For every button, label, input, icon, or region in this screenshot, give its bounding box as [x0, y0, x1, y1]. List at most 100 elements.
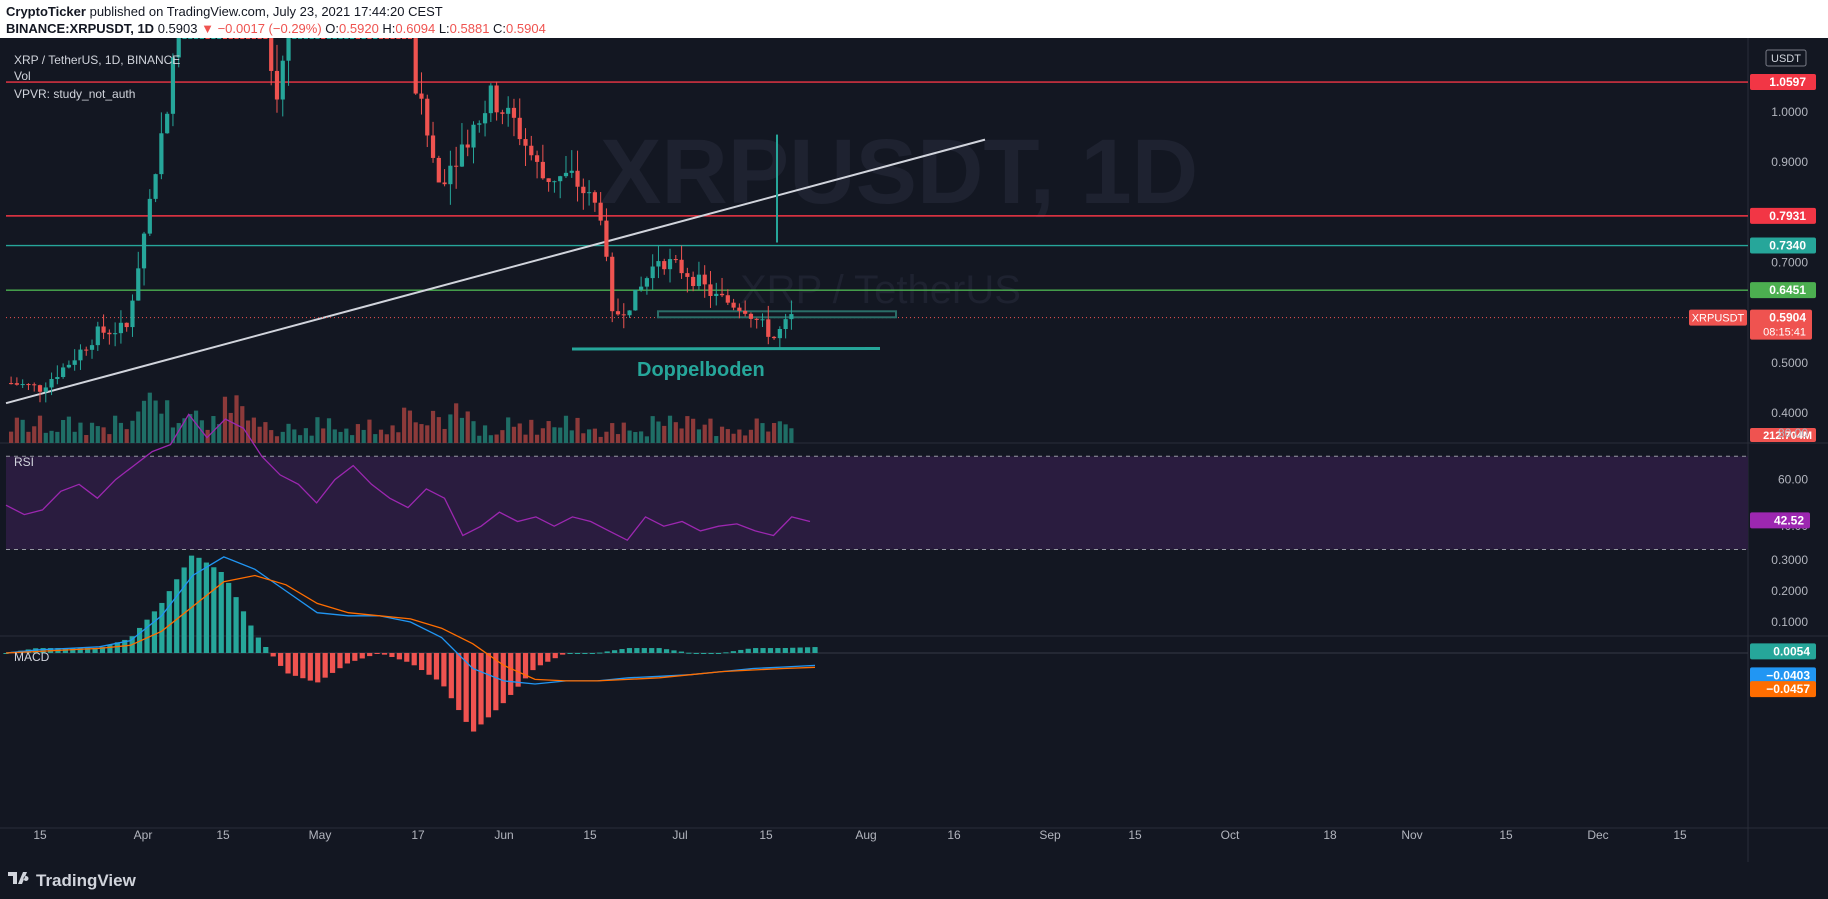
macd-value-tag: −0.0457 — [1750, 681, 1816, 698]
candle — [95, 321, 100, 352]
volume-bar — [488, 435, 493, 443]
publisher-name[interactable]: CryptoTicker — [6, 4, 86, 19]
level-tag-label: 0.7340 — [1769, 239, 1806, 253]
volume-bar — [719, 426, 725, 443]
volume-bar — [633, 432, 638, 443]
candle — [748, 312, 754, 328]
volume-bar — [26, 431, 31, 443]
rsi-value-label: 42.52 — [1774, 513, 1804, 527]
candle — [552, 180, 557, 193]
x-tick-label: Jun — [494, 828, 513, 842]
candle — [662, 258, 667, 275]
volume-bar — [436, 417, 441, 443]
tradingview-logo[interactable]: TradingView — [8, 870, 136, 891]
candle — [113, 322, 118, 347]
vol-legend[interactable]: Vol — [14, 69, 31, 83]
candle — [714, 282, 719, 306]
x-tick-label: 15 — [1499, 828, 1513, 842]
price-tag-countdown: 08:15:41 — [1763, 327, 1806, 339]
candle — [708, 271, 713, 308]
macd-legend[interactable]: MACD — [14, 650, 50, 664]
candle — [523, 128, 528, 167]
macd-hist-bar — [426, 653, 432, 675]
low-label: L: — [438, 21, 450, 36]
volume-bar — [777, 421, 782, 443]
open-value: 0.5920 — [339, 21, 379, 36]
volume-bar — [332, 429, 337, 443]
volume-bar — [667, 415, 673, 443]
candle — [361, 38, 366, 39]
volume-bar — [540, 428, 545, 443]
pair-legend[interactable]: XRP / TetherUS, 1D, BINANCE — [14, 53, 181, 67]
currency-box: USDT — [1765, 49, 1807, 67]
macd-hist-bar — [419, 653, 425, 671]
volume-bar — [355, 424, 360, 443]
x-tick-label: 15 — [1128, 828, 1142, 842]
macd-hist-bar — [70, 648, 76, 653]
candle — [563, 155, 569, 179]
volume-bar — [315, 417, 320, 443]
trend-line — [5, 138, 986, 405]
candle — [477, 120, 482, 133]
candle — [309, 38, 314, 39]
volume-bar — [217, 424, 222, 443]
footer: TradingView — [0, 862, 1828, 899]
volume-bar — [49, 430, 54, 443]
candle — [592, 190, 597, 212]
candle — [500, 109, 505, 125]
candle — [26, 383, 31, 391]
volume-bar — [321, 428, 326, 443]
volume-bar — [546, 421, 551, 443]
macd-hist-bar — [285, 653, 291, 674]
volume-bar — [165, 400, 170, 443]
price-tick-label: 0.5000 — [1771, 356, 1808, 370]
volume-bar — [159, 413, 164, 443]
open-label: O: — [325, 21, 340, 36]
volume-bar — [477, 435, 482, 443]
publish-header: CryptoTicker published on TradingView.co… — [0, 0, 1828, 38]
candle — [72, 349, 77, 371]
macd-hist-bar — [790, 647, 796, 653]
level-tag: 0.7340 — [1750, 237, 1816, 254]
macd-hist-bar — [77, 648, 83, 653]
volume-bar — [639, 431, 644, 443]
volume-bar — [141, 400, 147, 443]
macd-hist-bar — [226, 582, 232, 653]
candle — [211, 38, 216, 39]
price-tick-label: 0.4000 — [1771, 406, 1808, 420]
candle — [673, 255, 678, 263]
macd-hist-bar — [715, 653, 722, 654]
candle — [743, 300, 748, 317]
macd-hist-bar — [545, 653, 551, 662]
candle — [344, 38, 349, 39]
volume-bar — [615, 434, 621, 443]
macd-hist-bar — [515, 653, 521, 687]
macd-hist-bar — [456, 653, 462, 711]
candle — [511, 98, 517, 137]
candle — [61, 363, 66, 379]
volume-bar — [459, 417, 465, 443]
macd-hist-bar — [263, 646, 269, 653]
volume-bar — [442, 428, 447, 443]
volume-bar — [136, 411, 141, 443]
macd-hist-bar — [604, 651, 610, 653]
candle — [153, 173, 158, 203]
volume-bar — [604, 431, 609, 443]
macd-hist-bar — [478, 653, 484, 725]
volume-bar — [147, 392, 152, 443]
volume-bar — [407, 410, 413, 443]
candle — [55, 365, 60, 385]
candle — [604, 208, 609, 262]
candle — [326, 38, 332, 39]
volume-bar — [107, 434, 112, 443]
close-value: 0.5904 — [506, 21, 546, 36]
candle — [332, 38, 337, 39]
candle — [587, 180, 592, 206]
macd-hist-bar — [582, 653, 588, 654]
vpvr-legend[interactable]: VPVR: study_not_auth — [14, 87, 136, 101]
macd-hist-bar — [211, 567, 217, 653]
price-tag-symbol: XRPUSDT — [1692, 313, 1745, 325]
macd-hist-bar — [411, 653, 417, 666]
rsi-legend[interactable]: RSI — [14, 455, 35, 469]
